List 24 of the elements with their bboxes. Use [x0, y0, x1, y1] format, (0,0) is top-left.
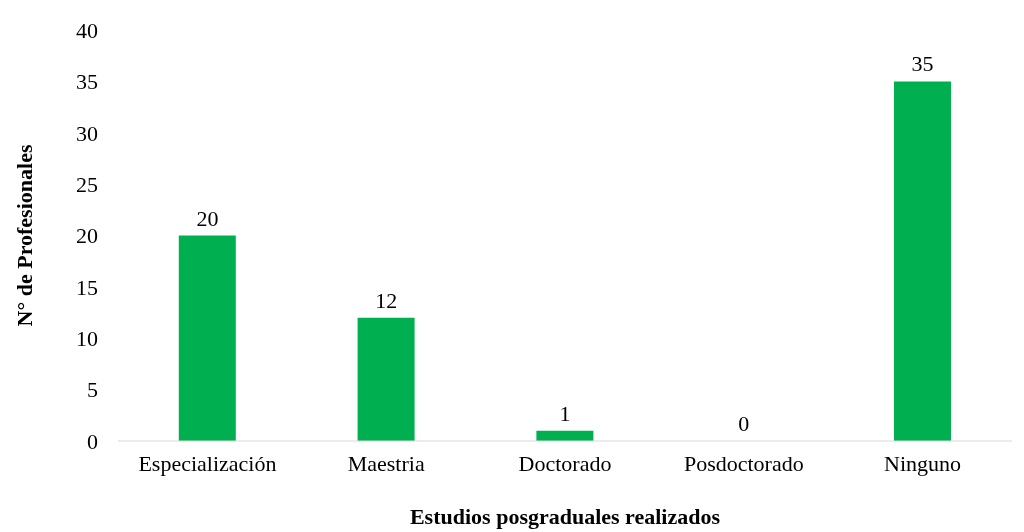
x-tick-label: Maestria: [347, 450, 425, 476]
data-label: 20: [196, 205, 219, 231]
x-tick-label: Especialización: [138, 450, 277, 476]
y-tick-label: 20: [76, 223, 98, 249]
bar: [893, 81, 951, 441]
data-label: 0: [738, 411, 750, 436]
y-tick-label: 25: [76, 171, 98, 197]
data-label: 12: [375, 287, 398, 313]
y-axis-title: N° de Profesionales: [11, 144, 37, 327]
y-tick-label: 0: [87, 428, 98, 454]
x-tick-label: Doctorado: [518, 450, 612, 476]
data-label: 35: [911, 51, 934, 77]
y-tick-label: 35: [76, 69, 98, 95]
data-label: 1: [559, 400, 571, 426]
y-tick-label: 30: [76, 120, 98, 146]
bar: [357, 317, 415, 441]
x-tick-label: Posdoctorado: [683, 450, 804, 476]
x-tick-label: Ninguno: [884, 450, 962, 476]
y-tick-label: 40: [76, 17, 98, 43]
x-axis-title: Estudios posgraduales realizados: [409, 504, 721, 529]
y-tick-label: 10: [76, 326, 98, 352]
y-tick-label: 15: [76, 274, 98, 300]
y-tick-label: 5: [87, 377, 98, 403]
bar: [178, 235, 236, 441]
